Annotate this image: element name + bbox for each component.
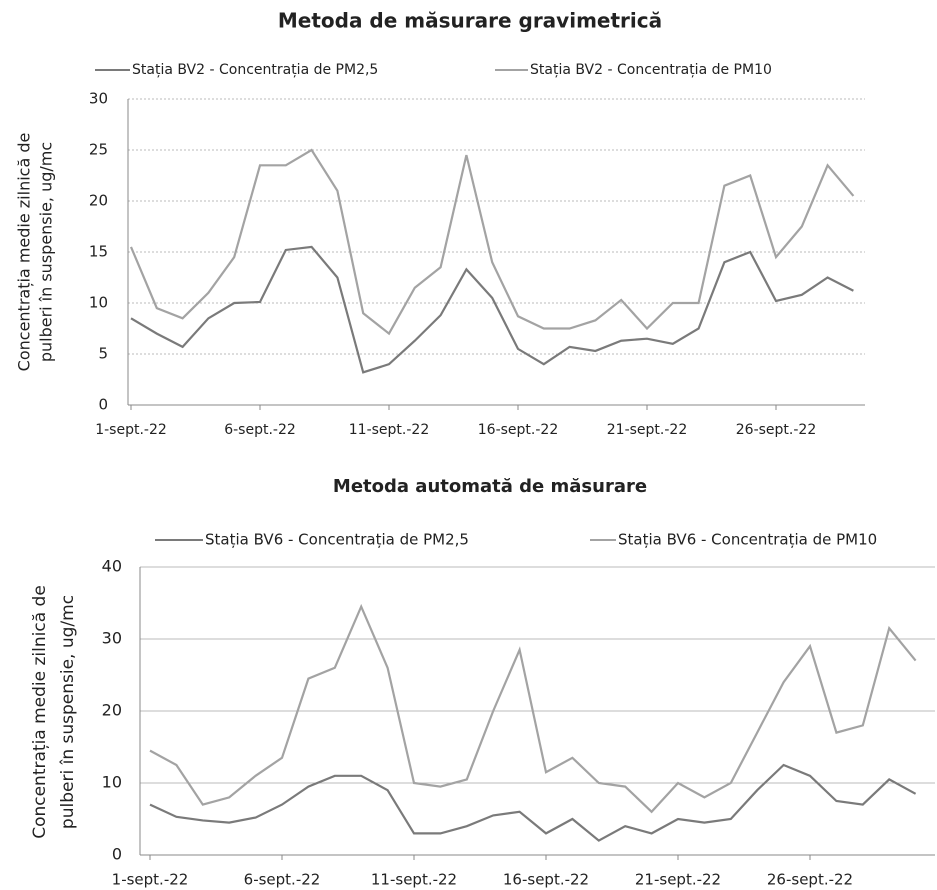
x-tick-label: 16-sept.-22 bbox=[478, 422, 558, 438]
y-axis-label: pulberi în suspensie, ug/mc bbox=[37, 142, 56, 362]
x-tick-label: 6-sept.-22 bbox=[224, 422, 296, 438]
chart-title: Metoda automată de măsurare bbox=[333, 476, 647, 497]
data-line bbox=[130, 245, 854, 374]
data-line bbox=[129, 148, 855, 336]
x-tick-label: 26-sept.-22 bbox=[736, 422, 816, 438]
y-tick-label: 10 bbox=[102, 773, 122, 792]
legend-label: Stația BV6 - Concentrația de PM2,5 bbox=[205, 531, 469, 549]
y-axis-label: pulberi în suspensie, ug/mc bbox=[58, 595, 78, 829]
x-tick-label: 1-sept.-22 bbox=[95, 422, 167, 438]
y-tick-label: 5 bbox=[98, 345, 108, 363]
x-tick-label: 6-sept.-22 bbox=[244, 871, 321, 889]
legend-label: Stația BV2 - Concentrația de PM10 bbox=[530, 62, 772, 78]
y-tick-label: 10 bbox=[89, 294, 108, 312]
x-tick-label: 21-sept.-22 bbox=[635, 871, 721, 889]
y-tick-label: 30 bbox=[89, 90, 108, 108]
y-tick-label: 0 bbox=[112, 845, 122, 864]
y-axis-label: Concentrația medie zilnică de bbox=[30, 585, 50, 839]
y-tick-label: 20 bbox=[102, 701, 122, 720]
data-line bbox=[149, 763, 917, 842]
y-tick-label: 20 bbox=[89, 192, 108, 210]
x-tick-label: 11-sept.-22 bbox=[349, 422, 429, 438]
chart-title: Metoda de măsurare gravimetrică bbox=[278, 9, 662, 33]
x-tick-label: 16-sept.-22 bbox=[503, 871, 589, 889]
y-tick-label: 15 bbox=[89, 243, 108, 261]
legend-label: Stația BV2 - Concentrația de PM2,5 bbox=[132, 62, 378, 78]
x-tick-label: 26-sept.-22 bbox=[767, 871, 853, 889]
data-line bbox=[149, 603, 917, 814]
x-tick-label: 1-sept.-22 bbox=[112, 871, 189, 889]
y-tick-label: 25 bbox=[89, 141, 108, 159]
y-axis-label: Concentrația medie zilnică de bbox=[15, 133, 34, 372]
y-tick-label: 0 bbox=[98, 396, 108, 414]
y-tick-label: 30 bbox=[102, 629, 122, 648]
x-tick-label: 11-sept.-22 bbox=[371, 871, 457, 889]
y-tick-label: 40 bbox=[102, 557, 122, 576]
legend-label: Stația BV6 - Concentrația de PM10 bbox=[618, 531, 877, 549]
x-tick-label: 21-sept.-22 bbox=[607, 422, 687, 438]
